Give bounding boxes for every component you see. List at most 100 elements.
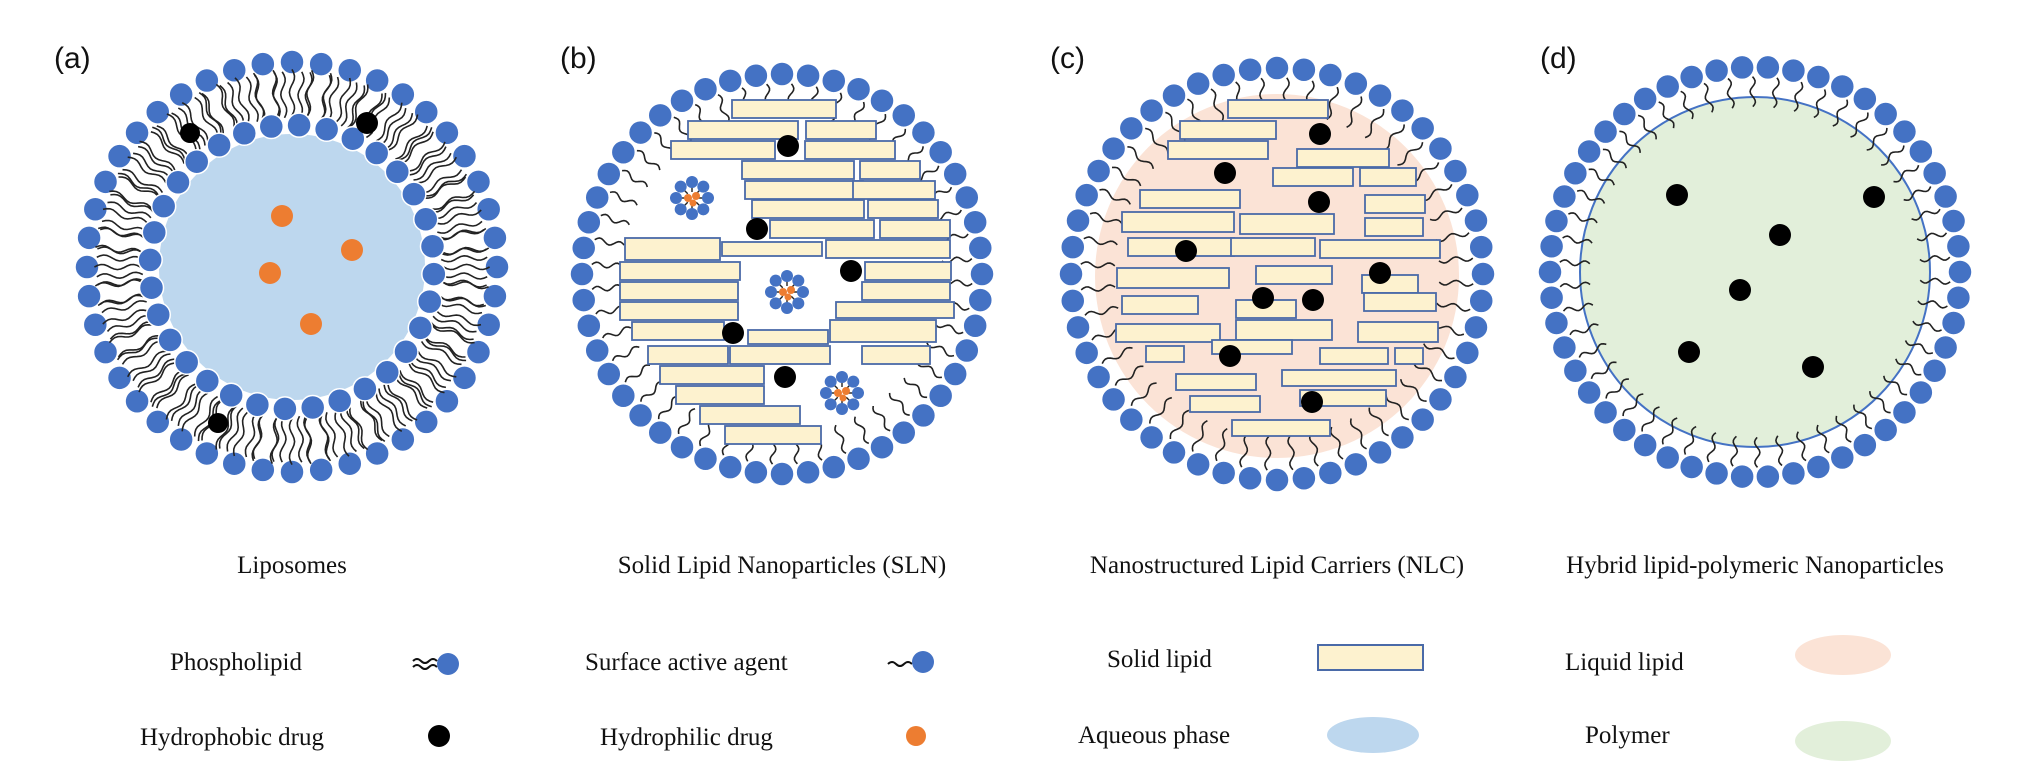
lipid-tail bbox=[1832, 99, 1849, 127]
lipid-head bbox=[942, 361, 968, 387]
lipid-tail bbox=[156, 374, 189, 409]
lipid-head bbox=[76, 225, 102, 251]
lipid-head bbox=[1085, 364, 1112, 390]
lipid-tail bbox=[1191, 420, 1208, 452]
lipid-tail bbox=[102, 309, 147, 325]
lipid-tail bbox=[624, 364, 651, 383]
lipid-tail bbox=[394, 374, 428, 409]
lipid-tail bbox=[1130, 382, 1157, 406]
lipid-tail bbox=[271, 415, 280, 462]
lipid-tail bbox=[1703, 82, 1714, 113]
lipid-head bbox=[845, 446, 872, 472]
lipid-head bbox=[1409, 406, 1436, 433]
lipid-tail bbox=[296, 415, 305, 463]
lipid-head bbox=[74, 254, 100, 280]
lipid-head bbox=[384, 158, 411, 185]
lipid-head bbox=[610, 383, 637, 409]
lipid-head bbox=[1454, 182, 1481, 208]
hydrophobic-drug bbox=[746, 218, 768, 240]
lipid-head bbox=[1367, 439, 1393, 466]
lipid-head bbox=[1060, 288, 1086, 314]
hydrophobic-drug bbox=[1769, 224, 1791, 246]
lipid-tail bbox=[677, 407, 696, 434]
lipid-head bbox=[1872, 101, 1899, 127]
micelle-head bbox=[820, 387, 832, 399]
solid-lipid-block bbox=[659, 365, 765, 385]
lipid-head bbox=[1161, 82, 1187, 109]
lipid-head bbox=[1703, 57, 1730, 84]
solid-lipid-block bbox=[859, 160, 921, 180]
lipid-head bbox=[1729, 463, 1755, 490]
legend-item-solid-lipid: Solid lipid bbox=[1107, 644, 1424, 673]
micelle-head bbox=[670, 192, 682, 204]
reverse-micelles bbox=[670, 176, 864, 415]
lipid-tail bbox=[437, 209, 482, 225]
lipid-head bbox=[1210, 62, 1237, 88]
lipid-tail bbox=[1850, 112, 1869, 138]
lipid-head bbox=[569, 261, 595, 287]
lipid-head bbox=[482, 283, 508, 309]
lipid-head bbox=[141, 219, 168, 246]
lipid-tail bbox=[636, 149, 661, 171]
lipid-head bbox=[1065, 314, 1091, 341]
hydrophilic-drug bbox=[779, 288, 787, 296]
lipid-tail bbox=[1329, 426, 1344, 460]
lipid-head bbox=[1442, 158, 1469, 184]
lipid-tail bbox=[903, 377, 928, 399]
lipid-tail bbox=[326, 76, 340, 123]
lipid-head bbox=[1161, 439, 1187, 466]
lipid-head bbox=[1945, 284, 1972, 311]
lipid-head bbox=[692, 76, 719, 102]
lipid-head bbox=[869, 434, 895, 460]
lipid-tail bbox=[96, 254, 144, 262]
lipid-tail bbox=[408, 358, 447, 389]
lipid-tail bbox=[375, 102, 403, 142]
lipid-head bbox=[221, 57, 247, 84]
legend-item-polymer: Polymer bbox=[1585, 721, 1891, 761]
hydrophobic-drug-icon bbox=[428, 725, 450, 747]
micelle-head bbox=[792, 297, 805, 310]
lipid-tail bbox=[1578, 342, 1607, 358]
lipid-tail bbox=[335, 77, 352, 123]
lipid-tail bbox=[443, 263, 490, 271]
hydrophilic-drug bbox=[787, 286, 795, 294]
lipid-tail bbox=[409, 146, 447, 176]
lipid-head bbox=[308, 51, 334, 77]
hydrophobic-drug bbox=[1214, 162, 1236, 184]
solid-lipid-block bbox=[751, 199, 865, 219]
lipid-tail bbox=[440, 272, 488, 280]
micelle-head bbox=[781, 270, 793, 282]
lipid-tail bbox=[1381, 124, 1405, 152]
lipid-head bbox=[407, 315, 434, 341]
lipid-head bbox=[352, 376, 378, 402]
hydrophobic-drug bbox=[1302, 289, 1324, 311]
lipid-tail bbox=[325, 412, 339, 458]
lipid-head bbox=[1576, 138, 1602, 165]
solid-lipid-block bbox=[721, 241, 823, 257]
lipid-tail bbox=[421, 169, 463, 194]
hydrophobic-drug bbox=[1802, 356, 1824, 378]
lipid-head bbox=[279, 459, 305, 485]
lipid-head bbox=[821, 68, 847, 94]
lipid-head bbox=[482, 225, 508, 251]
lipid-tail bbox=[1438, 256, 1474, 264]
solid-lipid-block bbox=[1115, 323, 1221, 343]
lipid-head bbox=[1468, 234, 1494, 260]
lipid-tail bbox=[1435, 232, 1470, 243]
lipid-tail bbox=[1239, 433, 1249, 468]
lipid-head bbox=[1891, 118, 1918, 145]
lipid-tail bbox=[297, 71, 305, 119]
lipid-tail bbox=[432, 315, 477, 333]
solid-lipid-block bbox=[1179, 120, 1277, 140]
solid-lipid-block bbox=[1230, 237, 1316, 257]
solid-lipid-block bbox=[861, 345, 931, 365]
hydrophilic-drug bbox=[692, 192, 700, 200]
lipid-head bbox=[1454, 340, 1481, 366]
solid-lipid-block bbox=[861, 281, 951, 301]
lipid-tail bbox=[117, 335, 160, 358]
lipid-head bbox=[92, 339, 119, 365]
lipid-tail bbox=[430, 194, 475, 213]
solid-lipid-block bbox=[619, 261, 741, 281]
lipid-head bbox=[1908, 138, 1934, 165]
panel-title: Hybrid lipid-polymeric Nanoparticles bbox=[1566, 552, 1944, 579]
